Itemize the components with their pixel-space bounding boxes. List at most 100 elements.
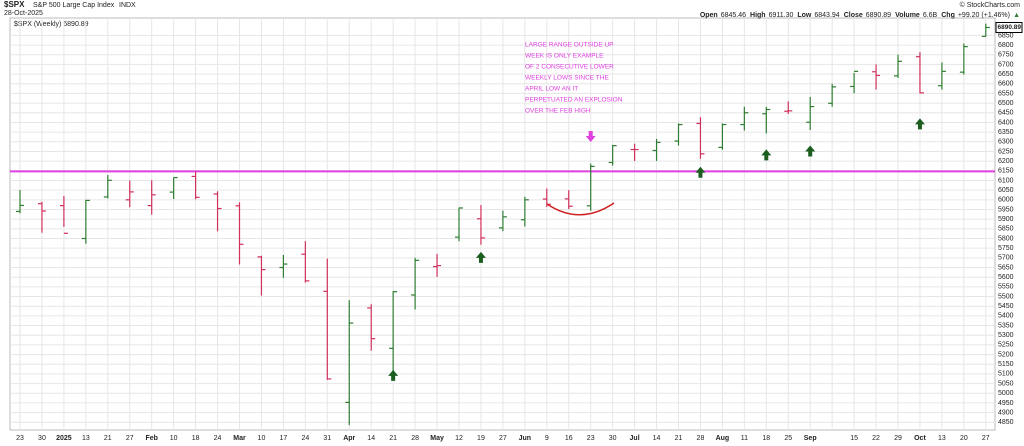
- x-tick-label: 27: [982, 435, 990, 442]
- symbol: $SPX: [4, 0, 25, 9]
- summary-value: 6845.46: [721, 12, 746, 19]
- credit: © StockCharts.com: [960, 1, 1021, 9]
- x-tick-label: 31: [323, 435, 331, 442]
- summary-value: 6911.30: [769, 12, 794, 19]
- index-name: S&P 500 Large Cap Index: [33, 2, 115, 9]
- x-tick-label: 14: [367, 435, 375, 442]
- y-tick-label: 5050: [998, 380, 1014, 387]
- x-tick-label: 29: [894, 435, 902, 442]
- y-tick-label: 6100: [998, 177, 1014, 184]
- date: 28-Oct-2025: [4, 10, 43, 17]
- x-tick-label: Jun: [519, 435, 531, 442]
- x-tick-label: 20: [960, 435, 968, 442]
- smile-arc: [546, 202, 615, 216]
- summary-value: 6890.89: [866, 12, 891, 19]
- note-line: OF 2 CONSECUTIVE LOWER: [525, 64, 614, 71]
- x-tick-label: 18: [762, 435, 770, 442]
- note-line: WEEKLY LOWS SINCE THE: [525, 75, 609, 82]
- x-tick-label: 14: [653, 435, 661, 442]
- x-tick-label: 12: [455, 435, 463, 442]
- y-tick-label: 5250: [998, 342, 1014, 349]
- y-tick-label: 6850: [998, 32, 1014, 39]
- x-tick-label: 10: [170, 435, 178, 442]
- x-tick-label: 27: [126, 435, 134, 442]
- summary-label: Close: [844, 12, 863, 19]
- x-tick-label: 23: [16, 435, 24, 442]
- y-tick-label: 4950: [998, 400, 1014, 407]
- x-tick-label: 17: [280, 435, 288, 442]
- x-tick-label: 18: [192, 435, 200, 442]
- legend: $SPX (Weekly) 6890.89: [14, 21, 89, 28]
- x-tick-label: Aug: [716, 435, 730, 442]
- y-tick-label: 5400: [998, 313, 1014, 320]
- down-arrow: [585, 130, 596, 142]
- y-tick-label: 6800: [998, 42, 1014, 49]
- y-tick-label: 5950: [998, 206, 1014, 213]
- x-tick-label: 28: [697, 435, 705, 442]
- exchange: INDX: [119, 2, 136, 9]
- x-tick-label: Apr: [343, 435, 355, 442]
- note-line: LARGE RANGE OUTSIDE UP: [525, 42, 614, 49]
- x-tick-label: 22: [872, 435, 880, 442]
- x-tick-label: 30: [609, 435, 617, 442]
- last-price-box: [995, 21, 1023, 33]
- y-tick-label: 5600: [998, 274, 1014, 281]
- note-line: PERPETUATED AN EXPLOSION: [525, 97, 623, 104]
- up-arrow: [805, 145, 816, 157]
- x-tick-label: 24: [301, 435, 309, 442]
- y-tick-label: 5750: [998, 245, 1014, 252]
- up-arrow: [914, 118, 925, 130]
- x-tick-label: 25: [784, 435, 792, 442]
- summary-label: High: [750, 12, 766, 19]
- summary-label: Volume: [895, 12, 920, 19]
- x-tick-label: 10: [258, 435, 266, 442]
- y-tick-label: 5850: [998, 226, 1014, 233]
- x-tick-label: Feb: [145, 435, 157, 442]
- y-tick-label: 5900: [998, 216, 1014, 223]
- y-tick-label: 6300: [998, 139, 1014, 146]
- y-tick-label: 5800: [998, 235, 1014, 242]
- summary-value: 6843.94: [814, 12, 839, 19]
- x-tick-label: 15: [850, 435, 858, 442]
- x-tick-label: Oct: [914, 435, 926, 442]
- y-tick-label: 5100: [998, 371, 1014, 378]
- x-tick-label: Sep: [804, 435, 817, 442]
- y-tick-label: 6500: [998, 100, 1014, 107]
- y-tick-label: 5150: [998, 361, 1014, 368]
- up-arrow: [695, 166, 706, 178]
- note-line: OVER THE FEB HIGH: [525, 108, 591, 115]
- up-arrow: [475, 251, 486, 263]
- y-tick-label: 6400: [998, 119, 1014, 126]
- ohlc-summary: Open 6845.46 High 6911.30 Low 6843.94 Close 689…: [700, 12, 1010, 19]
- y-tick-label: 6450: [998, 110, 1014, 117]
- x-tick-label: Mar: [233, 435, 246, 442]
- summary-value: +99.20 (+1.46%): [958, 12, 1010, 19]
- y-tick-label: 5000: [998, 390, 1014, 397]
- y-tick-label: 6750: [998, 52, 1014, 59]
- up-arrow: [761, 149, 772, 161]
- note-line: APRIL LOW AN IT: [525, 86, 578, 93]
- y-tick-label: 6000: [998, 197, 1014, 204]
- x-tick-label: 23: [587, 435, 595, 442]
- summary-label: Chg: [941, 12, 955, 19]
- y-tick-label: 4900: [998, 409, 1014, 416]
- summary-label: Open: [700, 12, 718, 19]
- x-tick-label: 24: [214, 435, 222, 442]
- summary-label: Low: [797, 12, 812, 19]
- summary-value: 6.6B: [923, 12, 938, 19]
- y-tick-label: 5650: [998, 264, 1014, 271]
- y-tick-label: 6550: [998, 90, 1014, 97]
- y-tick-label: 5450: [998, 303, 1014, 310]
- y-tick-label: 5550: [998, 284, 1014, 291]
- x-tick-label: 21: [104, 435, 112, 442]
- x-tick-label: 30: [38, 435, 46, 442]
- x-tick-label: 28: [411, 435, 419, 442]
- last-price: 6890.89: [998, 24, 1022, 31]
- x-tick-label: 13: [938, 435, 946, 442]
- y-tick-label: 6350: [998, 129, 1014, 136]
- y-tick-label: 5500: [998, 293, 1014, 300]
- change-symbol: ▲: [1013, 12, 1020, 19]
- y-tick-label: 6200: [998, 158, 1014, 165]
- y-tick-label: 5200: [998, 351, 1014, 358]
